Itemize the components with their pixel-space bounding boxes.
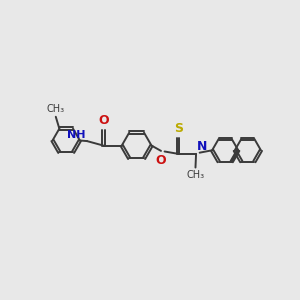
Text: O: O — [98, 114, 109, 127]
Text: CH₃: CH₃ — [47, 104, 65, 114]
Text: NH: NH — [67, 130, 86, 140]
Text: CH₃: CH₃ — [186, 170, 205, 180]
Text: O: O — [156, 154, 166, 167]
Text: S: S — [174, 122, 183, 134]
Text: N: N — [197, 140, 208, 153]
